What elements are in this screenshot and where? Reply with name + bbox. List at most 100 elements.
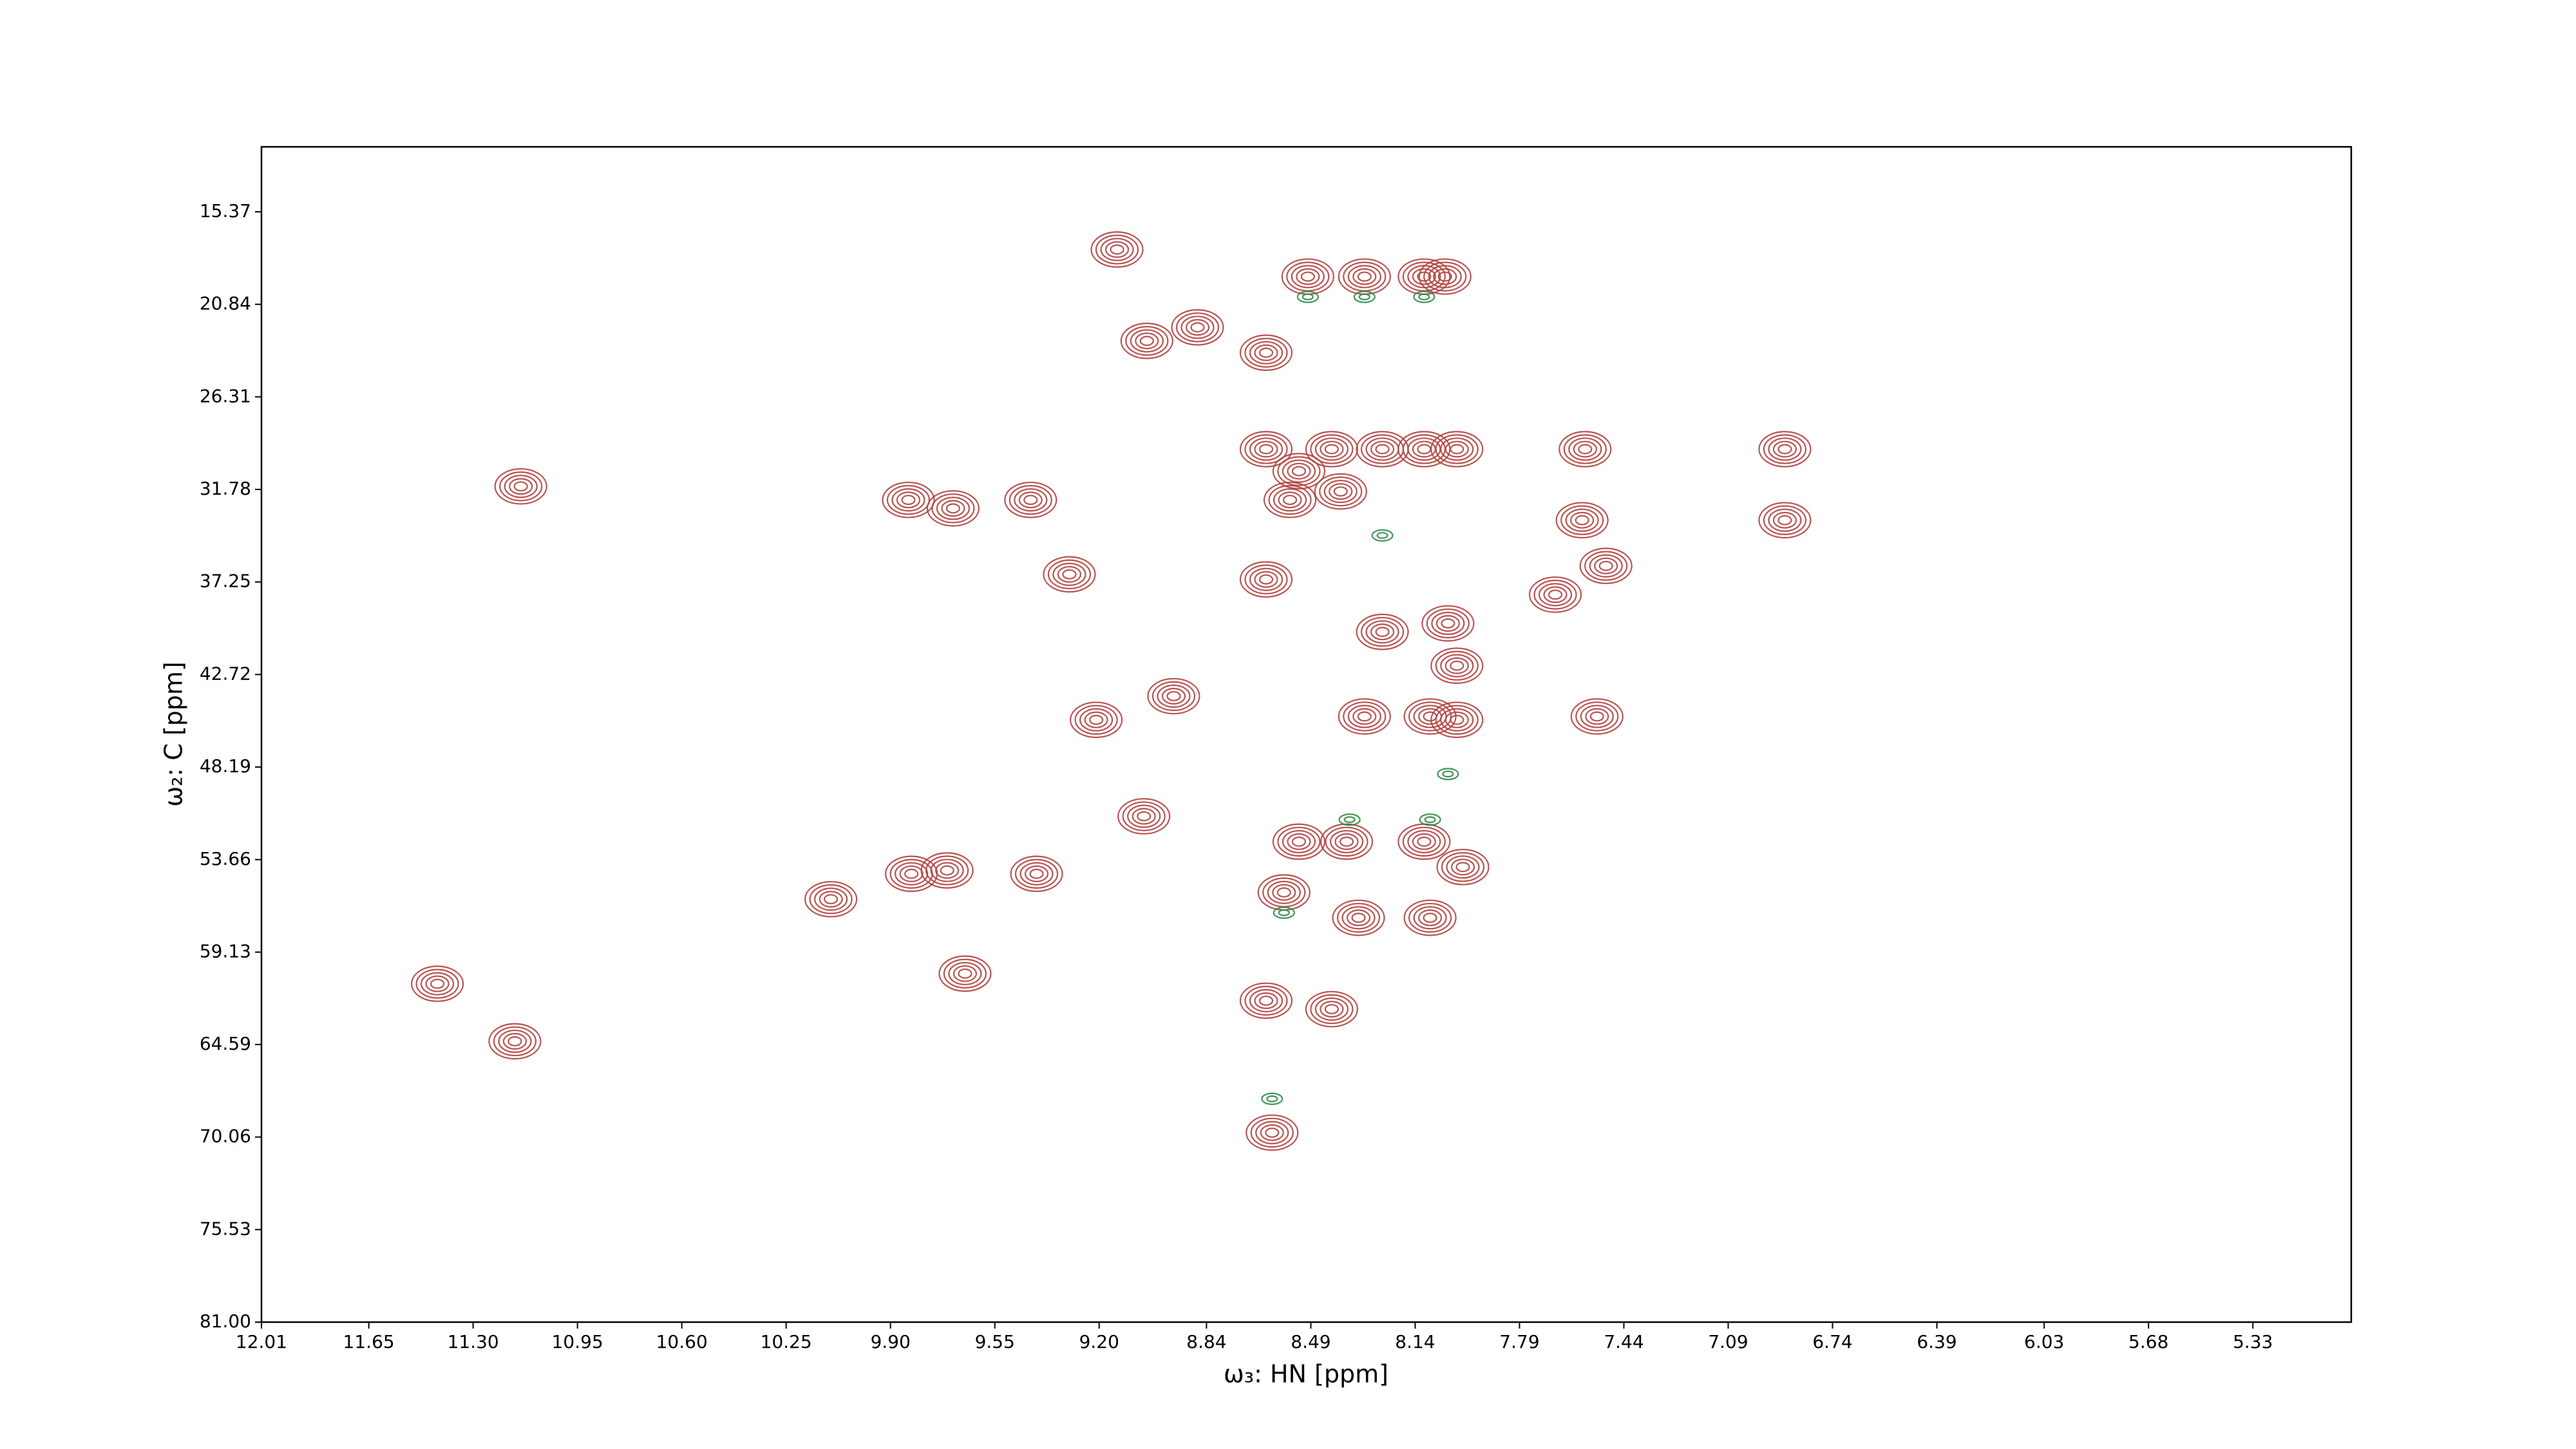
contour-ring (1440, 708, 1474, 732)
contour-ring (1043, 556, 1096, 593)
contour-ring (1282, 459, 1316, 483)
contour-ring (1563, 434, 1607, 464)
contour-ring (1430, 647, 1484, 685)
y-tick-label: 42.72 (200, 663, 251, 684)
contour-ring (1403, 698, 1457, 735)
contour-ring (948, 961, 982, 985)
contour-ring (1375, 444, 1390, 455)
contour-ring (1139, 336, 1154, 346)
contour-ring (1273, 488, 1307, 512)
contour-ring (1110, 244, 1124, 255)
contour-ring (1360, 616, 1405, 647)
contour-ring (494, 468, 547, 505)
contour-ring (1254, 440, 1278, 458)
contour-ring (1265, 1127, 1280, 1138)
contour-ring (1263, 481, 1317, 518)
contour-ring (1171, 309, 1224, 346)
contour-ring (1127, 804, 1161, 828)
contour-ring (411, 965, 464, 1002)
x-tick-label: 7.44 (1604, 1331, 1643, 1352)
contour-ring (1300, 271, 1315, 282)
contour-ring (1338, 813, 1361, 826)
contour-ring (1258, 444, 1274, 455)
contour-ring (926, 490, 980, 527)
contour-ring (1254, 344, 1278, 361)
contour-ring (1357, 711, 1372, 722)
x-tick-label: 8.49 (1291, 1331, 1331, 1352)
contour-ring (1282, 829, 1316, 854)
contour-ring (1287, 833, 1311, 850)
x-tick-label: 10.25 (761, 1331, 812, 1352)
x-tick-label: 7.79 (1499, 1331, 1539, 1352)
contour-ring (1095, 234, 1139, 265)
contour-ring (1455, 862, 1470, 873)
plot-frame (260, 146, 2353, 1323)
contour-ring (1014, 858, 1059, 889)
contour-ring (1446, 855, 1480, 879)
contour-ring (1277, 826, 1321, 857)
contour-ring (1433, 268, 1457, 285)
plot-area (411, 231, 1812, 1151)
contour-ring (1047, 559, 1092, 590)
contour-ring (1296, 290, 1319, 303)
contour-ring (1314, 437, 1349, 461)
contour-ring (1351, 913, 1366, 923)
contour-ring (1004, 481, 1057, 518)
contour-ring (1319, 476, 1363, 507)
x-tick-label: 8.84 (1186, 1331, 1226, 1352)
contour-ring (1132, 808, 1156, 825)
contour-ring (1575, 701, 1619, 732)
contour-ring (925, 855, 969, 886)
contour-ring (935, 862, 960, 879)
contour-ring (1305, 431, 1358, 468)
contour-ring (1157, 684, 1191, 708)
contour-ring (1435, 650, 1479, 681)
y-tick-label: 20.84 (200, 293, 251, 314)
contour-ring (1268, 485, 1312, 515)
contour-ring (425, 975, 450, 992)
contour-ring (1560, 505, 1604, 535)
contour-ring (1450, 660, 1464, 671)
x-tick-label: 6.74 (1812, 1331, 1852, 1352)
contour-ring (1450, 444, 1464, 455)
contour-ring (1418, 909, 1443, 927)
contour-ring (1258, 347, 1274, 358)
contour-ring (1266, 1095, 1278, 1103)
contour-ring (1282, 495, 1298, 506)
y-tick-label: 81.00 (200, 1311, 251, 1332)
x-tick-label: 5.33 (2233, 1331, 2273, 1352)
contour-ring (1555, 502, 1609, 539)
contour-ring (1244, 564, 1288, 594)
contour-ring (1578, 444, 1593, 455)
contour-ring (1558, 431, 1612, 468)
contour-ring (1371, 529, 1394, 542)
contour-ring (1314, 473, 1367, 510)
contour-ring (1440, 437, 1474, 461)
contour-ring (1239, 431, 1293, 468)
contour-ring (1151, 681, 1196, 712)
contour-ring (1343, 816, 1356, 824)
y-tick-label: 59.13 (200, 940, 251, 961)
x-tick-label: 10.95 (552, 1331, 603, 1352)
contour-ring (504, 475, 538, 498)
contour-ring (1190, 322, 1205, 333)
contour-ring (1444, 657, 1469, 674)
contour-ring (1436, 849, 1490, 886)
x-tick-label: 6.39 (1917, 1331, 1956, 1352)
contour-ring (1161, 687, 1186, 705)
contour-ring (1070, 701, 1123, 739)
contour-ring (940, 865, 954, 876)
contour-ring (1009, 485, 1052, 515)
contour-ring (899, 865, 923, 882)
contour-ring (1442, 770, 1454, 778)
contour-ring (1175, 312, 1220, 343)
contour-ring (1079, 708, 1113, 732)
contour-ring (1302, 293, 1314, 301)
contour-ring (1255, 1121, 1289, 1144)
contour-ring (1346, 909, 1371, 927)
contour-ring (1029, 868, 1044, 879)
contour-ring (1273, 906, 1295, 919)
contour-ring (1408, 701, 1452, 732)
contour-ring (931, 493, 975, 524)
x-tick-label: 9.20 (1079, 1331, 1119, 1352)
